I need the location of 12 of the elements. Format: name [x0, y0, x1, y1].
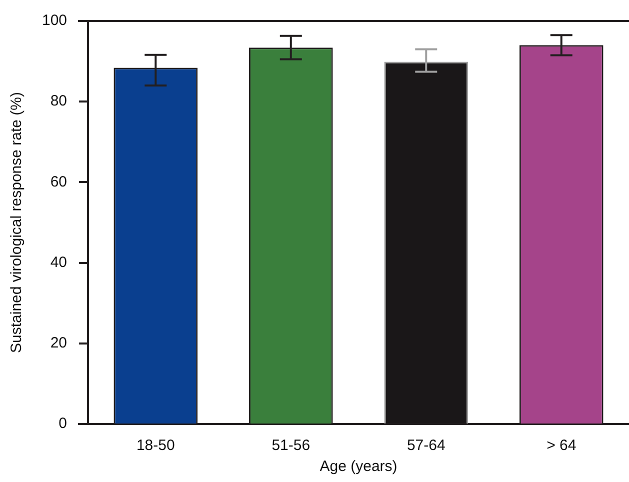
x-axis-title: Age (years)	[320, 458, 398, 476]
x-tick-label: 18-50	[136, 437, 175, 454]
x-tick-label: 57-64	[406, 437, 446, 454]
y-tick-label: 20	[50, 334, 68, 352]
y-axis-title: Sustained virological response rate (%)	[8, 92, 26, 353]
y-tick-label: 60	[50, 173, 68, 190]
y-tick-label: 0	[58, 415, 68, 432]
y-tick-label: 40	[50, 254, 68, 271]
y-tick-label: 100	[42, 12, 68, 30]
y-tick-label: 80	[50, 92, 68, 110]
x-tick-label: 51-56	[272, 437, 310, 454]
x-tick-label: > 64	[546, 437, 576, 454]
